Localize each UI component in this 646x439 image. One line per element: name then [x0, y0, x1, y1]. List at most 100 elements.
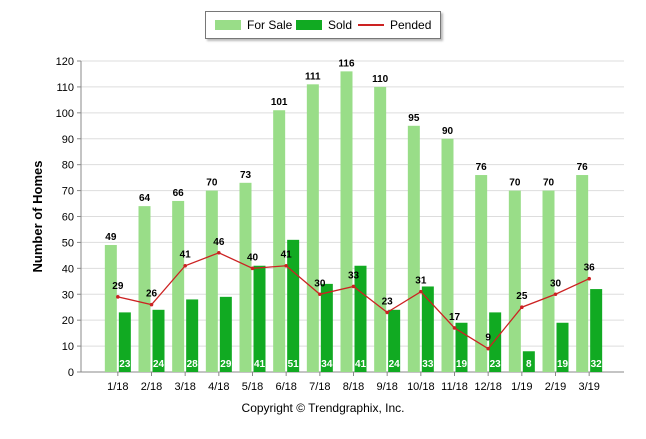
data-label-sold: 41 — [254, 359, 266, 370]
bar-for-sale — [104, 245, 117, 372]
x-tick-label: 4/18 — [208, 381, 229, 393]
bar-for-sale — [239, 182, 252, 372]
y-tick-label: 90 — [62, 134, 74, 146]
bar-for-sale — [138, 206, 151, 372]
data-label-for-sale: 64 — [139, 193, 151, 204]
y-tick-label: 0 — [68, 367, 74, 379]
bar-sold — [455, 322, 468, 372]
data-label-pended: 40 — [247, 252, 259, 263]
x-tick-label: 3/19 — [578, 381, 599, 393]
x-tick-label: 5/18 — [242, 381, 263, 393]
bar-for-sale — [508, 190, 521, 372]
point-pended — [284, 263, 288, 268]
data-label-for-sale: 76 — [577, 162, 589, 173]
data-label-for-sale: 70 — [543, 178, 555, 189]
bar-for-sale — [542, 190, 555, 372]
data-label-pended: 36 — [584, 263, 596, 274]
y-tick-label: 70 — [62, 186, 74, 198]
bar-sold — [118, 312, 131, 372]
data-label-for-sale: 111 — [305, 71, 321, 82]
data-label-pended: 29 — [112, 281, 124, 292]
data-label-for-sale: 66 — [173, 188, 185, 199]
point-pended — [250, 266, 255, 271]
data-label-pended: 41 — [180, 250, 192, 261]
data-label-sold: 23 — [119, 359, 131, 370]
data-label-sold: 33 — [422, 359, 434, 370]
legend-swatch-pended — [358, 24, 384, 26]
bar-for-sale — [273, 110, 286, 372]
data-label-sold: 34 — [321, 359, 333, 370]
y-tick-label: 80 — [62, 160, 74, 172]
point-pended — [217, 250, 221, 255]
x-tick-label: 12/18 — [474, 381, 502, 393]
x-tick-label: 1/18 — [107, 381, 128, 393]
data-label-for-sale: 110 — [372, 74, 389, 85]
point-pended — [351, 284, 356, 289]
bar-sold — [388, 309, 401, 372]
data-label-sold: 19 — [456, 359, 468, 370]
data-label-sold: 19 — [557, 359, 569, 370]
bar-sold — [186, 299, 199, 372]
legend-item-pended: Pended — [358, 12, 431, 38]
legend-swatch-sold — [296, 20, 322, 30]
point-pended — [553, 292, 558, 297]
data-label-for-sale: 116 — [338, 58, 355, 69]
point-pended — [452, 326, 457, 330]
legend-item-sold: Sold — [296, 12, 352, 38]
data-label-pended: 17 — [449, 312, 461, 323]
y-tick-label: 50 — [62, 237, 74, 249]
point-pended — [419, 289, 423, 294]
point-pended — [520, 305, 524, 310]
point-pended — [486, 346, 490, 351]
data-label-for-sale: 49 — [105, 232, 117, 243]
bar-sold — [556, 322, 569, 372]
bar-for-sale — [576, 175, 589, 372]
data-label-sold: 24 — [389, 359, 401, 370]
data-label-sold: 28 — [187, 359, 199, 370]
data-label-for-sale: 70 — [206, 178, 218, 189]
bar-for-sale — [475, 175, 488, 372]
data-label-for-sale: 70 — [509, 178, 521, 189]
point-pended — [149, 302, 154, 307]
y-axis-title: Number of Homes — [30, 161, 45, 273]
point-pended — [385, 310, 389, 315]
y-tick-label: 20 — [62, 315, 74, 327]
y-tick-label: 10 — [62, 341, 74, 353]
point-pended — [183, 263, 187, 268]
data-label-sold: 24 — [153, 359, 165, 370]
x-tick-label: 2/19 — [545, 381, 566, 393]
data-label-pended: 46 — [213, 237, 225, 248]
copyright-text: Copyright © Trendgraphix, Inc. — [241, 401, 405, 415]
data-label-sold: 32 — [591, 359, 603, 370]
y-tick-label: 110 — [56, 82, 74, 94]
x-tick-label: 11/18 — [441, 381, 468, 393]
point-pended — [116, 295, 120, 299]
legend-label-pended: Pended — [390, 18, 432, 32]
x-tick-label: 8/18 — [343, 381, 364, 393]
data-label-pended: 31 — [415, 276, 427, 287]
point-pended — [318, 292, 322, 297]
point-pended — [587, 276, 591, 281]
data-label-pended: 41 — [281, 250, 293, 261]
x-tick-label: 10/18 — [407, 381, 435, 393]
data-label-for-sale: 101 — [271, 97, 288, 108]
bar-sold — [253, 265, 266, 372]
legend: For Sale Sold Pended — [205, 11, 441, 39]
data-label-sold: 41 — [355, 359, 367, 370]
legend-swatch-for-sale — [215, 20, 241, 30]
data-label-for-sale: 90 — [442, 126, 454, 137]
x-tick-label: 2/18 — [141, 381, 162, 393]
bar-sold — [489, 312, 502, 372]
bar-for-sale — [407, 125, 420, 373]
x-tick-label: 3/18 — [174, 381, 195, 393]
data-label-sold: 8 — [526, 359, 532, 370]
data-label-pended: 25 — [516, 291, 528, 302]
bar-sold — [287, 239, 300, 372]
bar-for-sale — [205, 190, 218, 372]
x-tick-label: 6/18 — [275, 381, 296, 393]
bar-for-sale — [306, 84, 319, 372]
bar-sold — [354, 265, 367, 372]
data-label-sold: 51 — [288, 359, 300, 370]
data-label-for-sale: 76 — [476, 162, 488, 173]
